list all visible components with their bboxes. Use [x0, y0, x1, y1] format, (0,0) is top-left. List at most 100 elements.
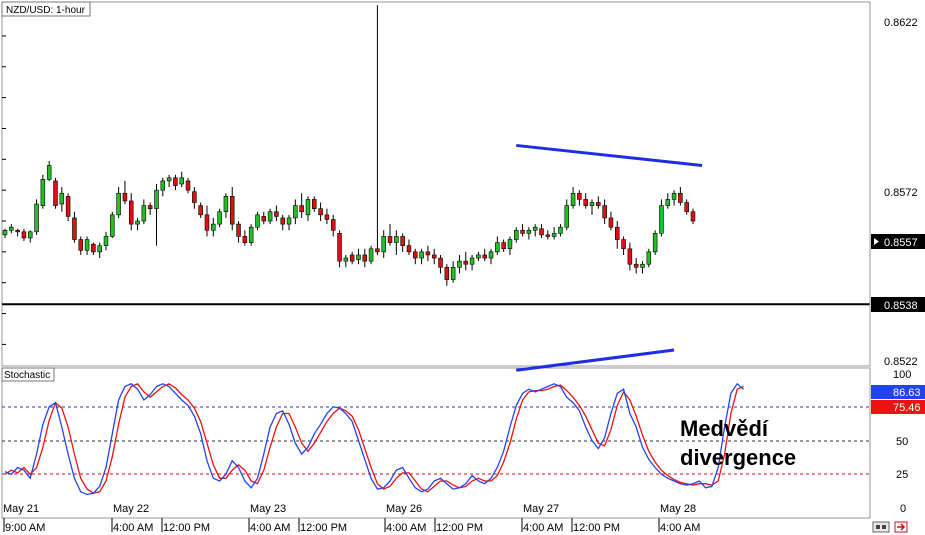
candle-body-up — [514, 229, 519, 240]
time-axis: May 21 9:00 AM May 22 4:00 AM 12:00 PM May 23… — [2, 503, 908, 534]
candle-body-down — [621, 239, 626, 250]
candle — [425, 245, 431, 262]
candle — [469, 254, 475, 271]
candle — [223, 193, 229, 218]
candle-body-down — [261, 216, 267, 222]
time-label: May 23 — [250, 503, 286, 515]
candle — [84, 236, 90, 255]
candle-body-up — [211, 223, 216, 231]
candle — [608, 211, 614, 231]
candle-body-up — [343, 257, 349, 262]
candle — [135, 217, 140, 231]
candle-body-up — [356, 254, 361, 260]
candle-body-up — [166, 177, 172, 182]
candle-body-down — [299, 205, 304, 213]
candle-body-up — [476, 254, 481, 259]
candle — [507, 236, 513, 255]
candle — [97, 242, 102, 259]
candle-body-down — [577, 192, 582, 200]
candle-body-up — [450, 266, 456, 280]
candle-body-up — [248, 226, 254, 243]
time-label: May 21 — [3, 503, 39, 515]
candle-body-down — [78, 239, 83, 251]
candle — [488, 248, 494, 265]
candle — [2, 228, 8, 238]
candle — [419, 248, 424, 265]
candle — [678, 187, 683, 206]
candle-body-up — [223, 196, 229, 213]
candle — [46, 160, 52, 181]
candle-body-up — [368, 248, 374, 262]
candle-body-down — [501, 242, 506, 250]
time-label: 12:00 PM — [300, 522, 347, 534]
candle — [185, 177, 191, 194]
candle — [9, 224, 14, 234]
candle-body-up — [40, 179, 46, 206]
candle — [615, 221, 620, 249]
candle — [330, 214, 336, 237]
candle-body-down — [482, 254, 487, 259]
candle-body-down — [413, 251, 418, 259]
stochastic-panel: Stochastic Medvědí divergence — [1, 348, 871, 519]
price-title-box — [1, 1, 91, 17]
candle-body-up — [2, 229, 8, 236]
candle-body-up — [84, 239, 90, 251]
current-price-label: 0.8557 — [884, 237, 918, 249]
candle — [103, 231, 109, 251]
candle — [192, 187, 197, 209]
candle — [242, 230, 248, 246]
candle — [400, 233, 405, 252]
candle-body-down — [312, 199, 317, 209]
candle — [217, 208, 222, 228]
candle — [261, 211, 267, 225]
candle — [211, 217, 216, 237]
annotation-line-2: divergence — [680, 445, 796, 470]
stoch-d-line — [4, 383, 744, 494]
candle-body-down — [65, 196, 71, 217]
candle-body-down — [444, 266, 450, 280]
candle — [154, 184, 159, 246]
candle-body-down — [375, 248, 380, 253]
candle-body-down — [236, 223, 241, 237]
candle-body-down — [204, 214, 210, 231]
time-label: 4:00 AM — [250, 522, 290, 534]
candle-body-down — [53, 180, 58, 206]
candle-body-down — [596, 202, 601, 206]
stoch-tick-50: 50 — [896, 436, 908, 448]
candle-body-up — [564, 205, 570, 228]
candle — [413, 248, 418, 265]
candle-body-down — [324, 214, 330, 220]
candle-body-down — [72, 217, 77, 240]
candle — [280, 214, 285, 231]
time-label: 4:00 AM — [660, 522, 700, 534]
candle-body-up — [160, 180, 166, 191]
candle — [337, 230, 342, 268]
candle-body-down — [684, 202, 689, 213]
candle — [128, 193, 134, 231]
candle-body-up — [97, 245, 102, 253]
candle-body-down — [678, 192, 683, 203]
candle — [406, 239, 412, 255]
candle — [495, 236, 500, 255]
candle — [633, 258, 639, 274]
candle-body-down — [690, 211, 696, 222]
candle — [53, 177, 58, 209]
candle — [116, 187, 121, 218]
candle — [652, 230, 658, 255]
price-tick-0.8622: 0.8622 — [884, 17, 918, 29]
candle-body-down — [349, 254, 355, 262]
candle-body-down — [545, 234, 551, 237]
scroll-right-icon[interactable] — [894, 521, 908, 533]
candle-body-up — [457, 260, 462, 268]
candle — [394, 230, 399, 255]
candle — [558, 224, 563, 237]
candle-body-down — [387, 236, 393, 243]
window-toggle-icon[interactable] — [872, 521, 890, 533]
candle-body-down — [463, 260, 469, 265]
candle-body-up — [671, 192, 677, 200]
time-label: May 27 — [523, 503, 559, 515]
time-label: May 26 — [386, 503, 422, 515]
candle — [147, 202, 153, 215]
time-label: 4:00 AM — [523, 522, 563, 534]
candle-body-up — [659, 205, 664, 234]
